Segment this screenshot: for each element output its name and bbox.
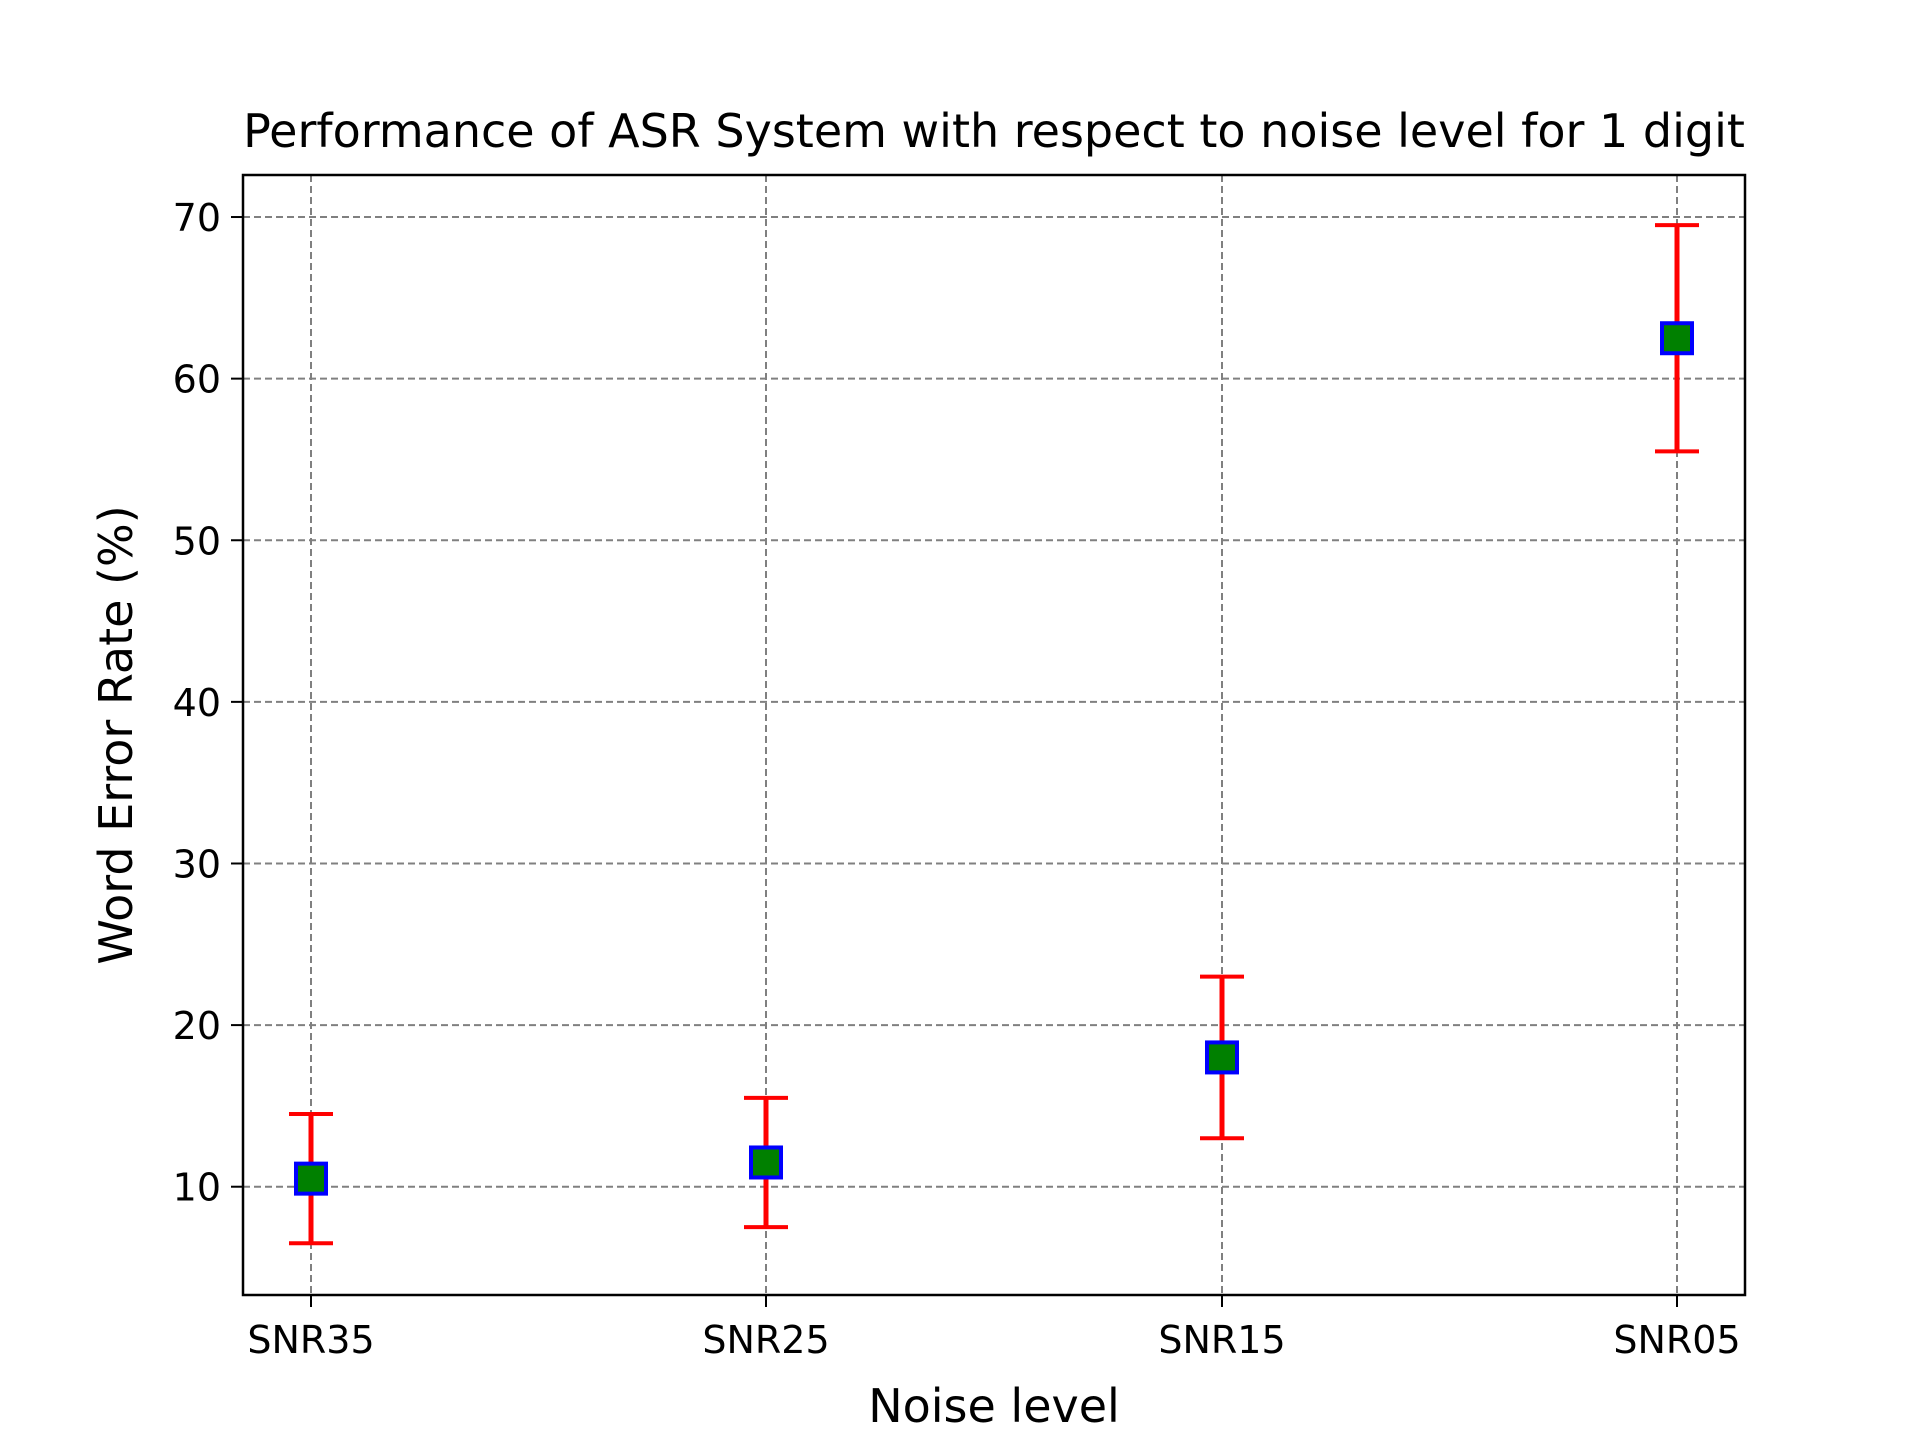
data-point-marker [294,1161,328,1196]
x-tick-label: SNR15 [1158,1318,1285,1362]
y-tick-label: 60 [173,358,221,402]
x-tick-label: SNR35 [247,1318,374,1362]
y-tick-label: 10 [173,1166,221,1210]
data-point-marker [749,1145,783,1180]
y-tick-label: 40 [173,681,221,725]
x-tick-label: SNR05 [1613,1318,1740,1362]
grid-lines [243,175,1745,1295]
chart-title: Performance of ASR System with respect t… [243,104,1745,158]
y-axis-ticks: 10 20 30 40 50 60 70 [173,196,243,1210]
data-point-marker [1205,1040,1239,1075]
y-tick-label: 30 [173,842,221,886]
y-tick-label: 50 [173,519,221,563]
x-tick-label: SNR25 [702,1318,829,1362]
x-axis-ticks: SNR35 SNR25 SNR15 SNR05 [247,1295,1741,1362]
y-axis-label: Word Error Rate (%) [89,505,143,964]
y-tick-label: 20 [173,1004,221,1048]
x-axis-label: Noise level [868,1379,1120,1433]
plot-frame [241,173,1747,1297]
data-point-marker [1660,321,1694,356]
data-points [294,321,1694,1196]
y-tick-label: 70 [173,196,221,240]
